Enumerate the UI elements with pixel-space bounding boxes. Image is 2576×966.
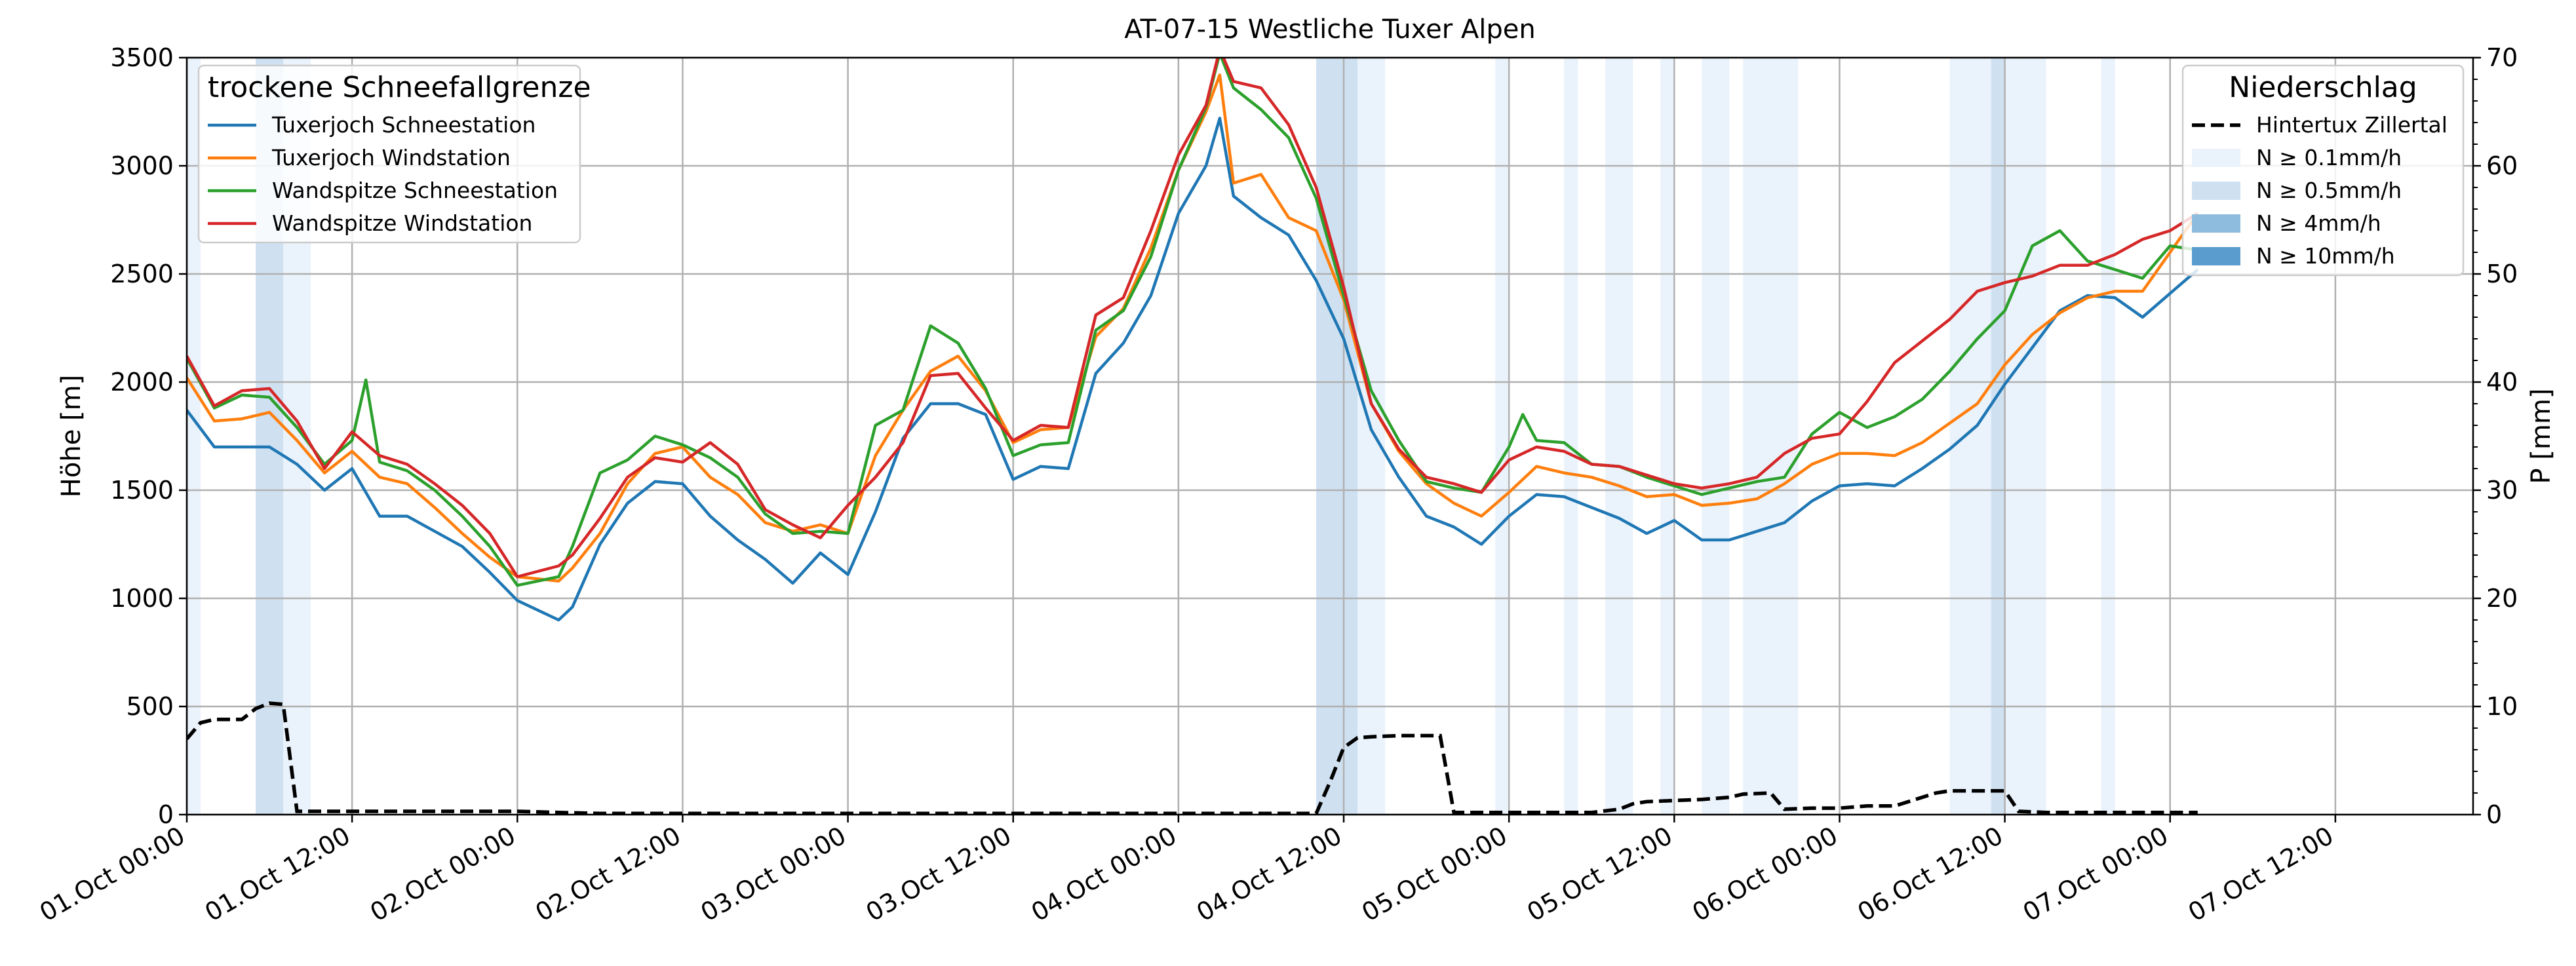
y-tick-label-left: 3500 xyxy=(110,43,174,72)
y-tick-label-right: 40 xyxy=(2486,368,2518,396)
intensity-band xyxy=(1495,58,1510,815)
legend-swatch xyxy=(2192,247,2240,265)
y-tick-label-right: 50 xyxy=(2486,260,2518,288)
plot-frame xyxy=(185,56,2474,816)
series-lines xyxy=(187,58,2199,815)
y-tick-label-left: 1500 xyxy=(110,476,174,505)
y-tick-label-right: 60 xyxy=(2486,151,2518,180)
series-line xyxy=(187,73,2199,583)
intensity-band xyxy=(1357,58,1386,815)
legend-label: N ≥ 4mm/h xyxy=(2256,210,2381,236)
legend-precipitation-frame xyxy=(2181,64,2465,277)
intensity-band xyxy=(2004,58,2019,815)
legend-precipitation-title: Niederschlag xyxy=(2229,71,2417,104)
legend-swatch xyxy=(2192,182,2240,200)
precipitation-line xyxy=(187,701,2198,815)
legend-precipitation: Niederschlag Hintertux Zillertal N ≥ 0.1m… xyxy=(2181,64,2465,277)
y-axis-title-right: P [mm] xyxy=(2526,389,2556,484)
y-tick-label-right: 30 xyxy=(2486,476,2518,505)
intensity-band xyxy=(2101,58,2115,815)
series-line xyxy=(187,58,2198,579)
y-tick-label-right: 70 xyxy=(2486,43,2518,72)
y-tick-label-left: 2500 xyxy=(110,260,174,288)
series-line xyxy=(187,117,2199,622)
legend-snowline-frame xyxy=(197,64,581,244)
y-tick-label-left: 500 xyxy=(126,692,174,721)
legend-swatch xyxy=(2192,214,2240,233)
intensity-band xyxy=(187,58,201,815)
intensity-band xyxy=(1743,58,1799,815)
legend-snowline: trockene Schneefallgrenze Tuxerjoch Schn… xyxy=(197,64,591,244)
legend-snowline-title: trockene Schneefallgrenze xyxy=(208,71,591,104)
intensity-band xyxy=(1605,58,1633,815)
legend-label: Hintertux Zillertal xyxy=(2256,112,2448,138)
legend-label: N ≥ 0.1mm/h xyxy=(2256,145,2402,170)
y-tick-label-left: 3000 xyxy=(110,151,174,180)
legend-label: N ≥ 0.5mm/h xyxy=(2256,178,2402,203)
intensity-band xyxy=(2018,58,2046,815)
y-axis-title-left: Höhe [m] xyxy=(56,375,87,497)
legend-label: Wandspitze Windstation xyxy=(272,210,532,236)
legend-label: N ≥ 10mm/h xyxy=(2256,243,2395,269)
legend-label: Wandspitze Schneestation xyxy=(272,178,558,203)
y-tick-label-right: 0 xyxy=(2486,800,2502,829)
legend-swatch xyxy=(2192,149,2240,167)
y-tick-label-left: 0 xyxy=(158,800,174,829)
intensity-band xyxy=(1660,58,1675,815)
intensity-band xyxy=(1564,58,1578,815)
chart-title: AT-07-15 Westliche Tuxer Alpen xyxy=(1124,14,1535,45)
intensity-band xyxy=(1702,58,1730,815)
y-tick-label-left: 1000 xyxy=(110,584,174,613)
precipitation-intensity-bands xyxy=(187,58,2115,815)
intensity-band xyxy=(1949,58,1991,815)
y-tick-label-right: 20 xyxy=(2486,584,2518,613)
y-tick-label-right: 10 xyxy=(2486,692,2518,721)
intensity-band xyxy=(1316,58,1358,815)
intensity-band xyxy=(1991,58,2005,815)
legend-label: Tuxerjoch Schneestation xyxy=(271,112,536,138)
y-tick-label-left: 2000 xyxy=(110,368,174,396)
legend-label: Tuxerjoch Windstation xyxy=(271,145,511,170)
